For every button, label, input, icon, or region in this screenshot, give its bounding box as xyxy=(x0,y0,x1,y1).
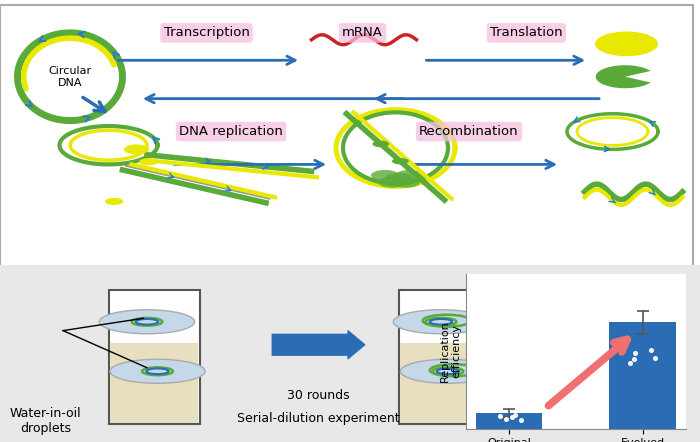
Text: 30 rounds: 30 rounds xyxy=(287,389,350,402)
Point xyxy=(500,416,511,423)
Text: Recombination: Recombination xyxy=(419,125,519,138)
Circle shape xyxy=(105,198,123,205)
Point xyxy=(494,413,505,420)
Text: Water-in-oil
droplets: Water-in-oil droplets xyxy=(10,407,81,434)
Point xyxy=(506,413,517,420)
Y-axis label: Replication
efficiency: Replication efficiency xyxy=(440,320,461,382)
Circle shape xyxy=(385,173,413,183)
Bar xyxy=(110,343,198,423)
Point xyxy=(629,350,641,357)
FancyArrowPatch shape xyxy=(272,331,365,358)
Text: Circular
DNA: Circular DNA xyxy=(48,66,92,88)
Circle shape xyxy=(392,177,420,188)
Text: DNA replication: DNA replication xyxy=(179,125,283,138)
Wedge shape xyxy=(596,65,650,88)
Point xyxy=(629,355,640,362)
Point xyxy=(515,416,526,423)
Circle shape xyxy=(378,177,406,188)
Circle shape xyxy=(139,158,158,165)
Circle shape xyxy=(99,310,195,334)
Text: mRNA: mRNA xyxy=(342,27,383,39)
Circle shape xyxy=(124,145,149,154)
Bar xyxy=(475,413,542,429)
Circle shape xyxy=(393,310,489,334)
FancyBboxPatch shape xyxy=(0,5,693,269)
Circle shape xyxy=(392,158,409,164)
Text: Transcription: Transcription xyxy=(164,27,249,39)
Circle shape xyxy=(595,31,658,56)
Point xyxy=(510,412,521,419)
Point xyxy=(650,355,661,362)
FancyBboxPatch shape xyxy=(399,290,490,424)
Point xyxy=(624,359,636,366)
Circle shape xyxy=(110,359,205,383)
FancyBboxPatch shape xyxy=(108,290,200,424)
Point xyxy=(646,346,657,353)
Bar xyxy=(609,322,676,429)
Text: Translation: Translation xyxy=(490,27,563,39)
Bar xyxy=(400,343,489,423)
Circle shape xyxy=(400,359,496,383)
Text: Serial-dilution experiment: Serial-dilution experiment xyxy=(237,412,400,425)
Circle shape xyxy=(371,170,399,181)
Circle shape xyxy=(372,141,389,147)
Circle shape xyxy=(395,170,423,181)
